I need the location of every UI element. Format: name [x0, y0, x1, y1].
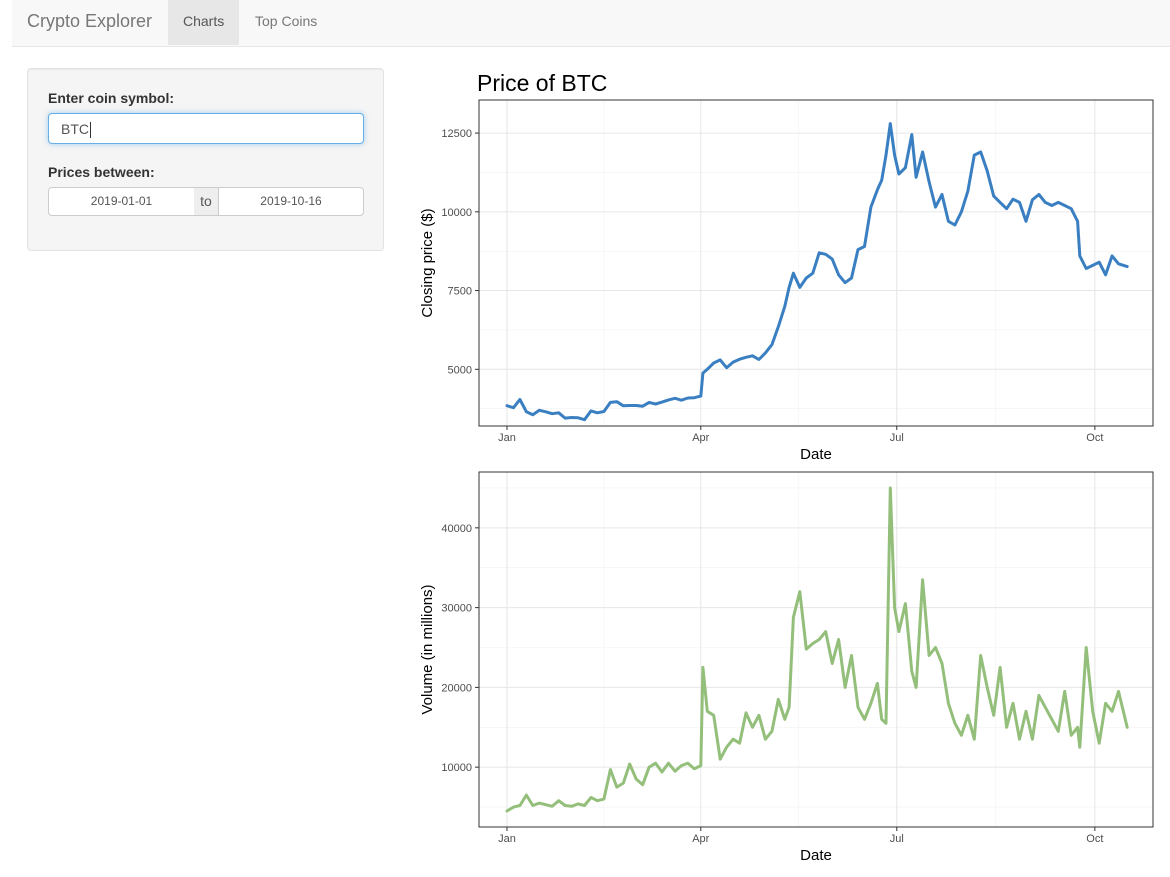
sidebar-panel: Enter coin symbol: BTC Prices between: 2…: [27, 68, 384, 251]
series-line: [505, 122, 1129, 422]
price-chart: Price of BTC Jan Apr Jul Oct 5000 7500 10000 125…: [419, 70, 1154, 463]
start-date-input[interactable]: 2019-01-01: [48, 187, 195, 216]
app-brand[interactable]: Crypto Explorer: [27, 11, 153, 31]
coin-symbol-input[interactable]: BTC: [48, 113, 364, 144]
date-range-separator: to: [194, 187, 218, 216]
chart-title: Price of BTC: [477, 70, 607, 96]
y-tick-label: 5000: [448, 364, 472, 376]
y-tick-label: 7500: [448, 286, 472, 298]
symbol-label: Enter coin symbol:: [48, 90, 175, 106]
y-tick-label: 12500: [441, 128, 472, 140]
y-axis-title: Closing price ($): [419, 208, 436, 317]
x-tick-label: Oct: [1086, 833, 1103, 845]
y-axis-title: Volume (in millions): [419, 584, 436, 714]
coin-symbol-value: BTC: [61, 121, 89, 137]
x-tick-label: Jul: [890, 833, 904, 845]
series-line: [505, 486, 1129, 813]
dates-label: Prices between:: [48, 164, 155, 180]
x-axis-title: Date: [800, 847, 832, 864]
plot-panel: [479, 472, 1153, 827]
y-tick-label: 10000: [441, 762, 472, 774]
x-tick-label: Apr: [692, 432, 709, 444]
x-tick-label: Jul: [890, 432, 904, 444]
text-cursor: [90, 122, 91, 139]
navbar: Crypto Explorer Charts Top Coins: [12, 0, 1170, 47]
end-date-input[interactable]: 2019-10-16: [218, 187, 364, 216]
y-tick-label: 10000: [441, 207, 472, 219]
y-tick-label: 20000: [441, 682, 472, 694]
x-tick-label: Apr: [692, 833, 709, 845]
plot-border: [478, 99, 1154, 427]
tab-charts[interactable]: Charts: [168, 0, 240, 45]
y-tick-label: 40000: [441, 523, 472, 535]
tab-top-coins[interactable]: Top Coins: [255, 13, 318, 29]
x-axis-title: Date: [800, 446, 832, 463]
volume-chart: Jan Apr Jul Oct 10000 20000 30000 40000 Date Volu…: [419, 471, 1154, 864]
date-range-input: 2019-01-01 to 2019-10-16: [48, 187, 364, 216]
y-tick-label: 30000: [441, 603, 472, 615]
x-tick-label: Jan: [498, 833, 516, 845]
x-tick-label: Jan: [498, 432, 516, 444]
x-tick-label: Oct: [1086, 432, 1103, 444]
plot-border: [478, 471, 1154, 828]
